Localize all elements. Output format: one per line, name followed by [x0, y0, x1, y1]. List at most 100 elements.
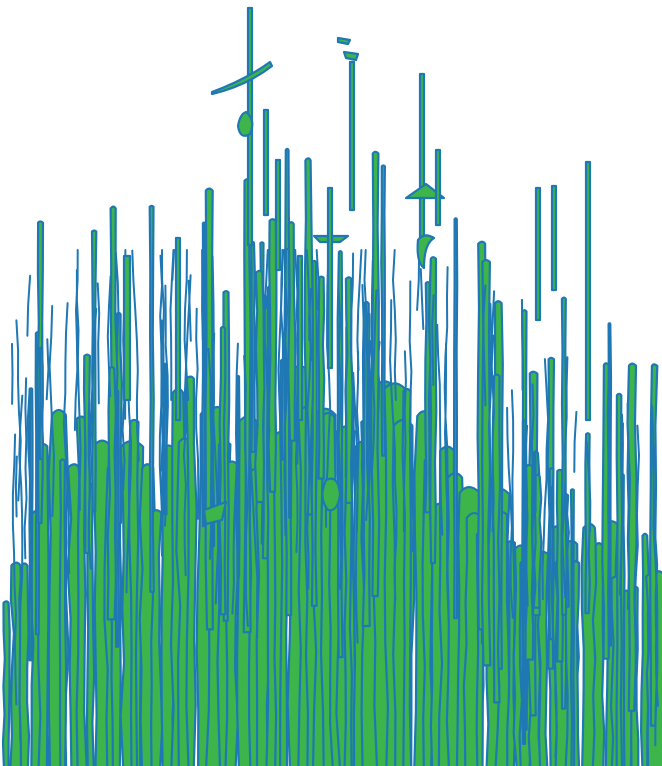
stroke-outline-line [106, 275, 112, 398]
stroke-outline-line [349, 252, 356, 495]
stroke-outline-line [243, 354, 249, 627]
brush-stroke [114, 389, 120, 648]
stroke-outline-line [337, 287, 343, 590]
stroke-outline-line [363, 249, 370, 521]
brush-stroke [380, 164, 387, 457]
floating-stroke-glyph [122, 254, 132, 402]
stroke-outline-line [231, 342, 239, 615]
brush-stroke [38, 346, 44, 461]
brush-stroke [58, 458, 68, 766]
brush-stroke [428, 256, 438, 565]
floating-stroke-glyph [534, 186, 542, 322]
stroke-outline-line [88, 307, 98, 490]
stroke-outline-line [573, 410, 578, 473]
floating-stroke-glyph [326, 186, 334, 370]
stroke-outline-line [11, 342, 14, 405]
floating-stroke-glyph [274, 158, 282, 272]
stroke-outline-line [183, 249, 190, 401]
stroke-outline-line [308, 299, 313, 362]
stroke-outline-line [431, 294, 435, 387]
stroke-outline-line [26, 274, 32, 337]
brush-stroke [254, 269, 266, 504]
floating-stroke-glyph [584, 160, 592, 422]
stroke-outline-line [541, 358, 550, 601]
stroke-outline-line [391, 249, 397, 401]
stroke-outline-line [408, 280, 415, 553]
floating-stroke-glyph [202, 500, 228, 526]
floating-stroke-glyph [348, 60, 356, 212]
stroke-outline-line [510, 389, 517, 662]
brush-stroke [148, 204, 155, 593]
brush-stroke [287, 221, 297, 442]
floating-stroke-glyph [174, 236, 182, 422]
stroke-outline-line [75, 269, 82, 511]
brush-stroke [521, 419, 527, 745]
stroke-outline-line [633, 424, 641, 697]
stroke-outline-line [48, 305, 56, 517]
floating-stroke-glyphs [122, 6, 592, 526]
stroke-outline-line [210, 332, 220, 605]
floating-stroke-glyph [210, 60, 274, 96]
stroke-outline-line [96, 282, 101, 405]
brush-stroke [90, 229, 98, 513]
floating-stroke-glyph [262, 108, 270, 217]
stroke-outline-line [45, 338, 50, 401]
brush-stroke [236, 374, 241, 578]
stroke-outline-lines [11, 249, 659, 759]
stroke-outline-line [530, 383, 535, 476]
stroke-outline-line [419, 268, 425, 330]
stroke-outline-line [356, 249, 363, 371]
stroke-outline-line [389, 299, 398, 602]
stroke-outline-line [62, 302, 71, 575]
stroke-outline-line [164, 284, 169, 527]
stroke-outline-line [550, 486, 558, 759]
stroke-outline-line [23, 377, 28, 560]
stroke-outline-line [160, 319, 165, 472]
stroke-outline-line [11, 433, 18, 706]
brush-stroke [569, 488, 576, 766]
stroke-outline-line [169, 249, 175, 401]
floating-stroke-glyph [336, 36, 360, 62]
floating-stroke-glyph [550, 184, 558, 292]
stroke-outline-line [207, 347, 213, 560]
brush-stroke [490, 373, 502, 704]
floating-stroke-glyph [416, 234, 436, 270]
floating-stroke-glyph [236, 110, 254, 137]
brush-stroke [370, 150, 381, 598]
floating-stroke-glyph [434, 148, 442, 227]
stroke-outline-line [26, 387, 34, 570]
stroke-outline-line [283, 249, 289, 491]
stroke-outline-line [367, 259, 374, 502]
brush-stroke [424, 280, 432, 514]
stroke-outline-line [402, 350, 407, 533]
stroke-outline-line [524, 424, 529, 607]
brush-stroke [317, 275, 326, 480]
stroke-outline-line [344, 326, 348, 479]
stroke-outline-line [182, 274, 192, 577]
stroke-outline-line [263, 249, 271, 491]
stroke-outline-line [131, 249, 140, 462]
stroke-outline-line [619, 413, 624, 596]
stroke-outline-line [561, 356, 569, 599]
stroke-outline-line [195, 307, 200, 520]
brush-stroke [267, 218, 278, 493]
stroke-outline-line [315, 249, 320, 311]
stroke-outline-line [201, 249, 204, 341]
stroke-outline-line [370, 289, 378, 502]
stroke-outline-line [521, 298, 524, 391]
stroke-outline-line [482, 284, 487, 407]
floating-stroke-glyph [418, 72, 426, 242]
stroke-outline-line [114, 251, 120, 344]
brush-stroke [184, 375, 198, 766]
floating-stroke-glyph [321, 477, 342, 512]
stroke-outline-line [355, 350, 360, 533]
stroke-outline-line [14, 455, 18, 518]
brush-stroke [607, 322, 613, 647]
stroke-outline-line [436, 323, 444, 536]
stroke-outline-line [585, 440, 592, 533]
stroke-outline-line [489, 290, 496, 533]
stroke-outline-line [443, 342, 450, 615]
stroke-outline-line [506, 406, 514, 619]
stroke-outline-line [652, 444, 659, 747]
